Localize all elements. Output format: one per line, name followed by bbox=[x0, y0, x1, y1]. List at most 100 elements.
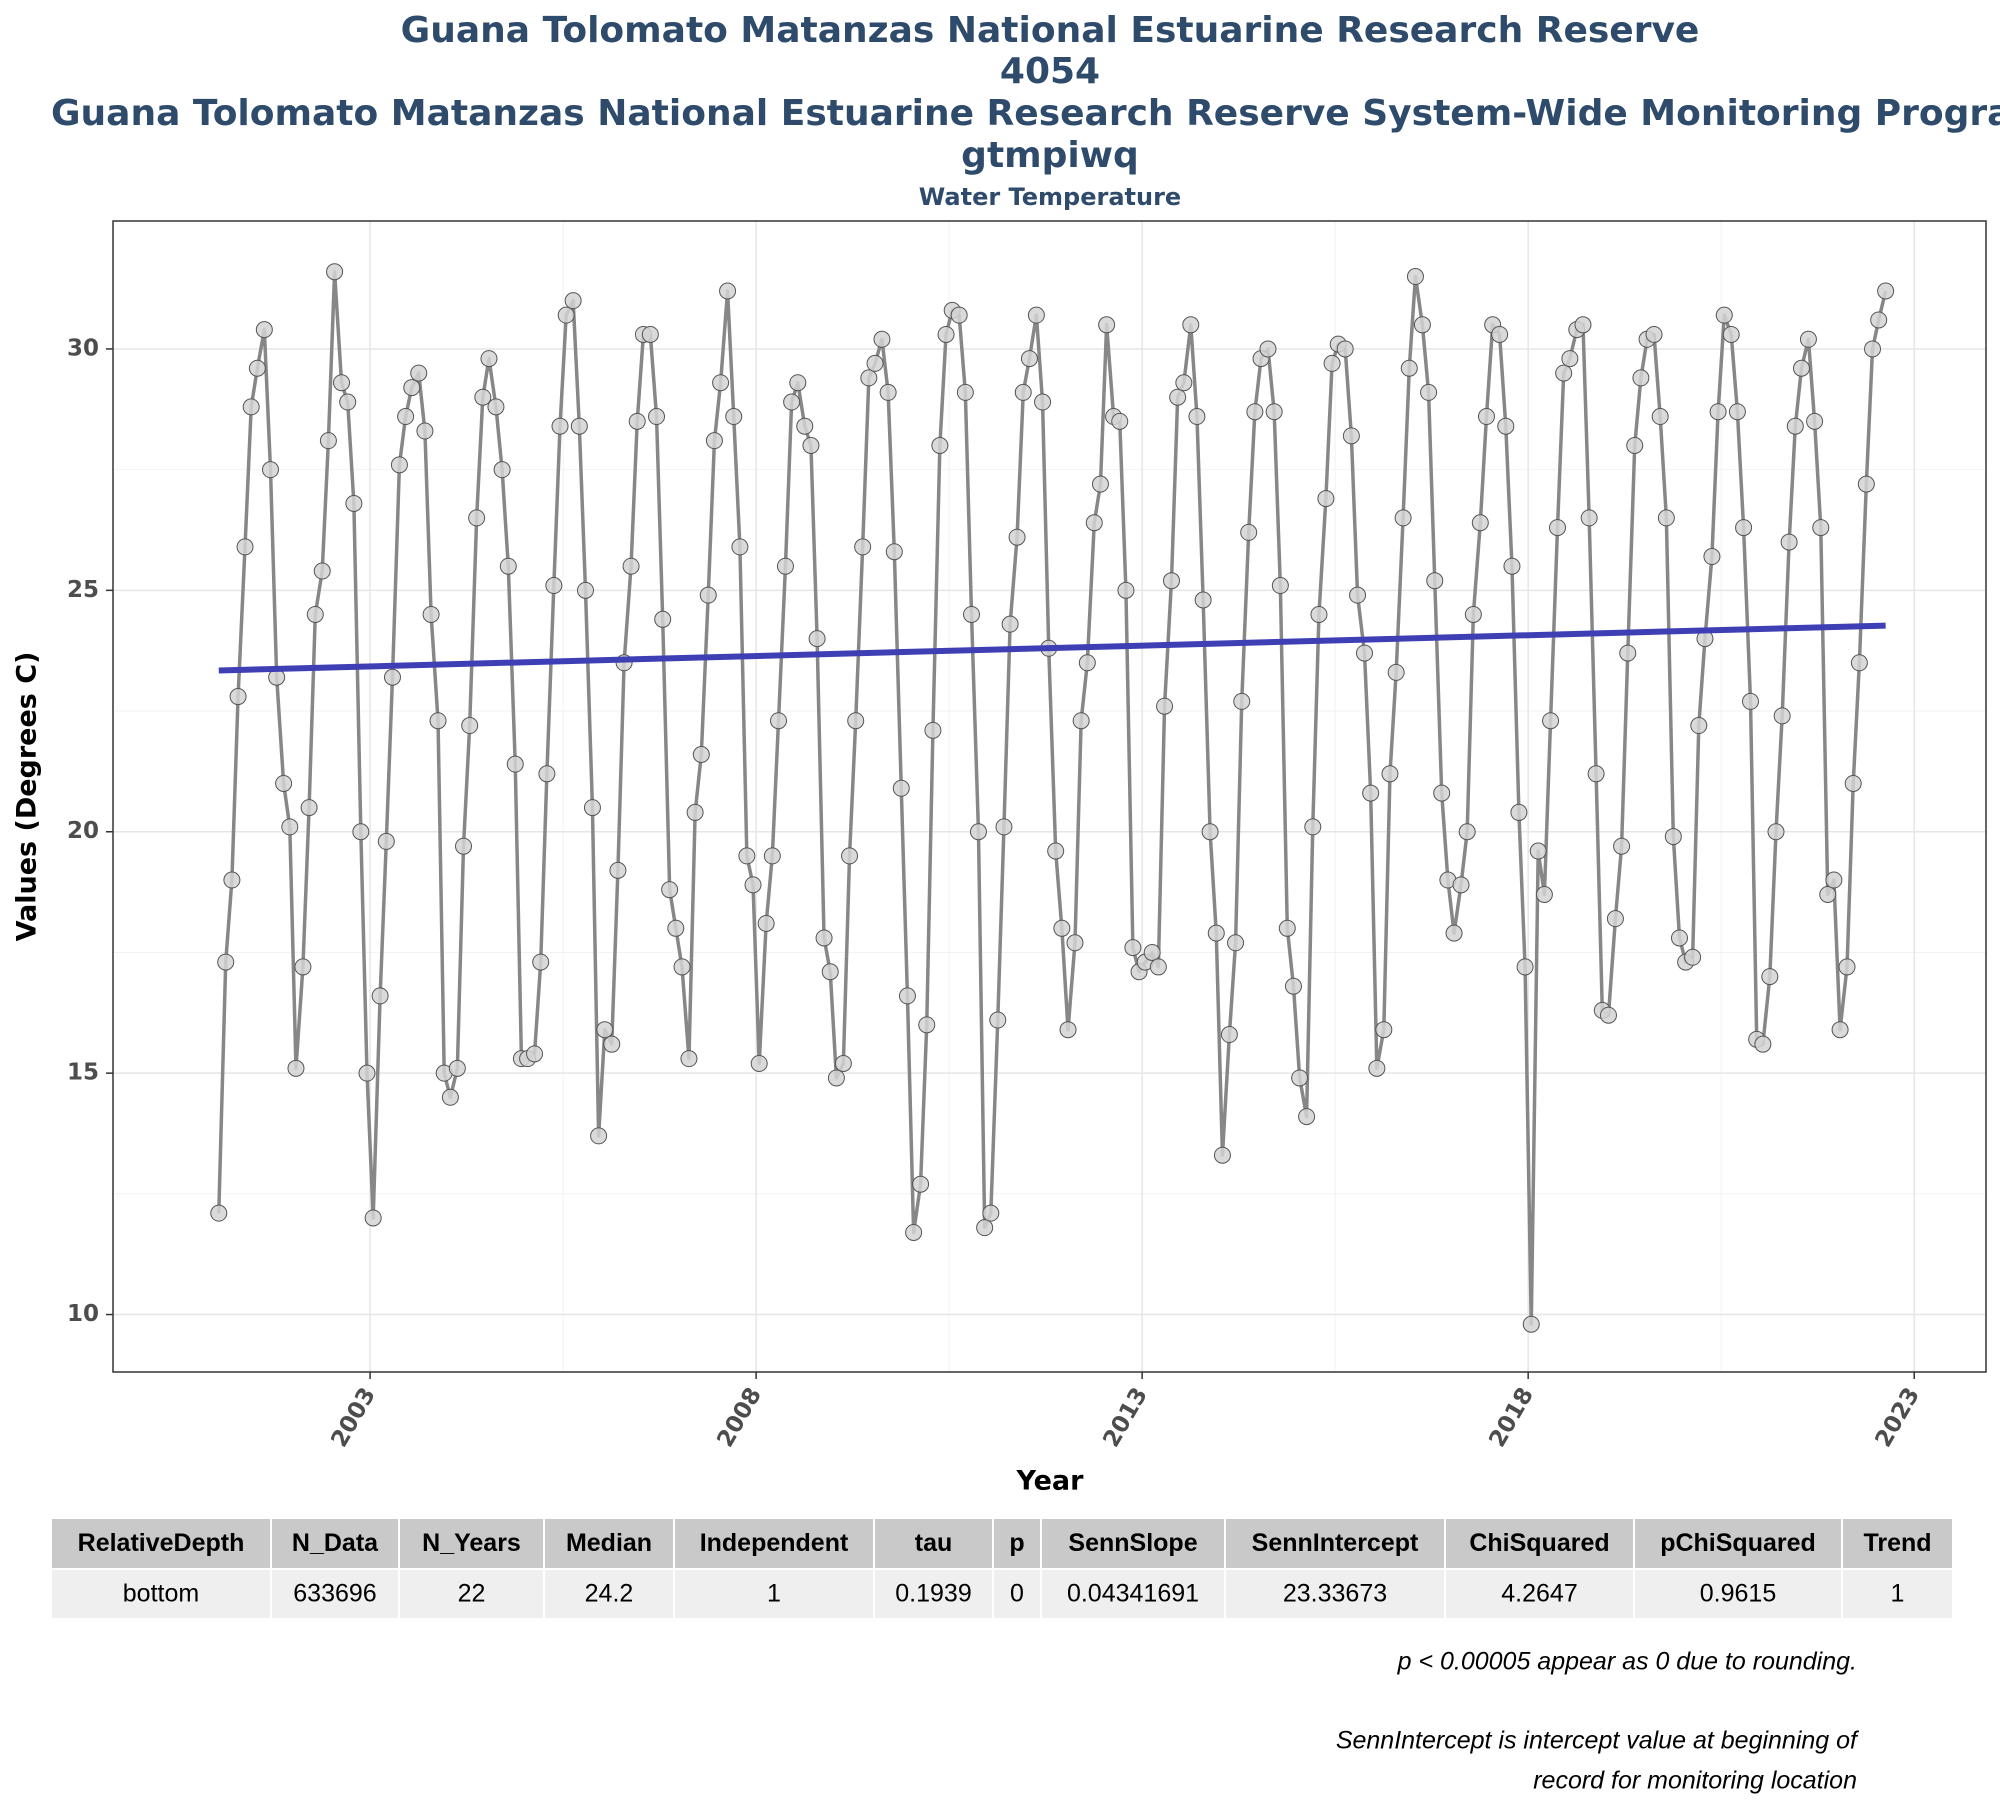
data-point bbox=[1368, 1059, 1386, 1077]
data-point bbox=[1549, 519, 1567, 537]
data-point bbox=[416, 422, 434, 440]
x-tick-label: 2023 bbox=[1871, 1383, 1926, 1451]
table-cell bbox=[673, 1568, 875, 1620]
data-point bbox=[1555, 364, 1573, 382]
data-point bbox=[1400, 359, 1418, 377]
data-point bbox=[429, 712, 447, 730]
data-point bbox=[1587, 765, 1605, 783]
table-cell bbox=[270, 1568, 400, 1620]
data-point bbox=[1850, 654, 1868, 672]
data-point bbox=[326, 263, 344, 281]
data-point bbox=[1098, 316, 1116, 334]
data-point bbox=[750, 1054, 768, 1072]
data-point bbox=[1201, 823, 1219, 841]
data-point bbox=[403, 379, 421, 397]
data-point bbox=[1291, 1069, 1309, 1087]
table-header: Independent bbox=[700, 1529, 849, 1557]
data-point bbox=[1227, 934, 1245, 952]
data-point bbox=[680, 1050, 698, 1068]
data-point bbox=[1799, 330, 1817, 348]
data-point bbox=[1259, 340, 1277, 358]
data-point bbox=[1194, 591, 1212, 609]
data-point bbox=[628, 412, 646, 430]
table-value: 1 bbox=[1891, 1580, 1905, 1608]
data-point bbox=[1471, 514, 1489, 532]
table-value: 0.9615 bbox=[1700, 1580, 1776, 1608]
data-point bbox=[261, 461, 279, 479]
data-point bbox=[551, 417, 569, 435]
plot-background bbox=[113, 221, 1986, 1372]
data-point bbox=[950, 306, 968, 324]
data-point bbox=[898, 987, 916, 1005]
data-point bbox=[924, 721, 942, 739]
x-tick-label: 2013 bbox=[1098, 1383, 1153, 1451]
table-header-cell bbox=[673, 1517, 875, 1570]
data-point bbox=[866, 354, 884, 372]
data-point bbox=[1246, 403, 1264, 421]
data-point bbox=[371, 987, 389, 1005]
table-cell bbox=[1841, 1568, 1954, 1620]
data-point bbox=[1657, 509, 1675, 527]
data-point bbox=[808, 630, 826, 648]
data-point bbox=[1574, 316, 1592, 334]
data-point bbox=[1413, 316, 1431, 334]
data-point bbox=[345, 494, 363, 512]
data-point bbox=[1304, 818, 1322, 836]
data-point bbox=[963, 605, 981, 623]
data-point bbox=[1715, 306, 1733, 324]
data-point bbox=[217, 953, 235, 971]
data-point bbox=[1561, 350, 1579, 368]
x-axis-label: Year bbox=[1016, 1466, 1085, 1497]
data-point bbox=[1497, 417, 1515, 435]
chart-title: Guana Tolomato Matanzas National Estuari… bbox=[51, 93, 2000, 134]
table-header: N_Data bbox=[292, 1529, 379, 1557]
data-point bbox=[982, 1204, 1000, 1222]
table-cell bbox=[50, 1568, 272, 1620]
data-point bbox=[1188, 408, 1206, 426]
data-point bbox=[557, 306, 575, 324]
plot-border bbox=[112, 220, 1987, 1373]
data-point bbox=[1819, 886, 1837, 904]
data-point bbox=[661, 881, 679, 899]
data-point bbox=[564, 292, 582, 310]
data-point bbox=[956, 383, 974, 401]
data-point bbox=[1722, 325, 1740, 343]
table-cell bbox=[1224, 1568, 1446, 1620]
x-tick-label: 2018 bbox=[1484, 1383, 1539, 1451]
data-point bbox=[1091, 475, 1109, 493]
data-point bbox=[1464, 605, 1482, 623]
data-point bbox=[770, 712, 788, 730]
data-point bbox=[1278, 919, 1296, 937]
chart-subtitle: Water Temperature bbox=[919, 183, 1181, 211]
data-point bbox=[455, 837, 473, 855]
data-point bbox=[1690, 717, 1708, 735]
data-point bbox=[1059, 1021, 1077, 1039]
data-point bbox=[1844, 774, 1862, 792]
data-point bbox=[306, 605, 324, 623]
data-point bbox=[397, 408, 415, 426]
data-point bbox=[1838, 958, 1856, 976]
data-point bbox=[641, 325, 659, 343]
footnote: SennIntercept is intercept value at begi… bbox=[1336, 1727, 1860, 1755]
data-point bbox=[1792, 359, 1810, 377]
data-point bbox=[461, 717, 479, 735]
data-point bbox=[294, 958, 312, 976]
data-point bbox=[596, 1021, 614, 1039]
table-header: RelativeDepth bbox=[78, 1529, 245, 1557]
data-point bbox=[474, 388, 492, 406]
data-point bbox=[532, 953, 550, 971]
data-point bbox=[1742, 692, 1760, 710]
data-point bbox=[892, 779, 910, 797]
data-point bbox=[1336, 340, 1354, 358]
data-point bbox=[1522, 1315, 1540, 1333]
data-point bbox=[1020, 350, 1038, 368]
data-point bbox=[912, 1175, 930, 1193]
table-header: ChiSquared bbox=[1469, 1529, 1609, 1557]
data-point bbox=[1014, 383, 1032, 401]
data-point bbox=[1310, 605, 1328, 623]
data-point bbox=[776, 557, 794, 575]
data-point bbox=[1542, 712, 1560, 730]
chart-title: gtmpiwq bbox=[961, 135, 1139, 176]
data-point bbox=[1182, 316, 1200, 334]
data-point bbox=[352, 823, 370, 841]
